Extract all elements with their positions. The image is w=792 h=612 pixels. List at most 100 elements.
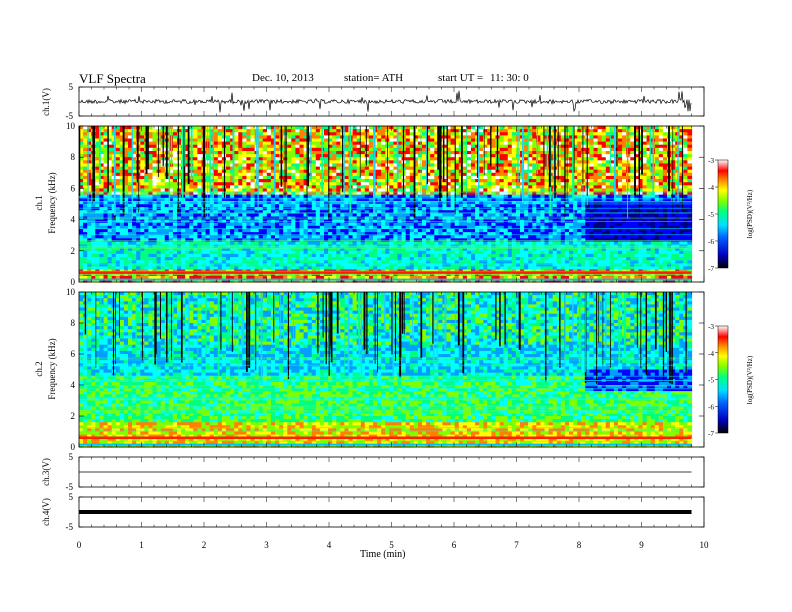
- ch1-spectrogram-cell: [197, 138, 203, 143]
- ch1-spectrogram-cell: [217, 278, 223, 283]
- ch1-spectrogram-cell: [197, 166, 203, 171]
- ch1-spectrogram-cell: [185, 135, 190, 140]
- ch1-spectrogram-cell: [246, 247, 252, 252]
- ch1-spectrogram-cell: [91, 204, 96, 208]
- ch1-spectrogram-cell: [311, 179, 317, 183]
- ch1-spectrogram-cell: [119, 213, 125, 218]
- ch1-spectrogram-cell: [107, 266, 113, 271]
- ch1-spectrogram-cell: [160, 250, 166, 255]
- ch1-spectrogram-cell: [299, 241, 305, 246]
- ch1-spectrogram-cell: [213, 253, 219, 258]
- ch1-spectrogram-cell: [172, 266, 178, 271]
- ch1-spectrogram-cell: [156, 253, 162, 258]
- ch1-spectrogram-cell: [226, 182, 231, 186]
- ch1-spectrogram-cell: [217, 163, 223, 168]
- ch1-spectrogram-cell: [115, 175, 121, 180]
- ch1-spectrogram-cell: [238, 172, 243, 177]
- ch1-spectrogram-cell: [119, 197, 125, 202]
- ch1-spectrogram-cell: [189, 257, 194, 261]
- ch1-spectrogram-cell: [226, 185, 231, 189]
- ch1-spectrogram-cell: [242, 263, 247, 267]
- ch1-spectrogram-cell: [128, 213, 133, 218]
- ch1-spectrogram-cell: [434, 194, 439, 199]
- ch1-spectrogram-cell: [172, 163, 178, 168]
- ch1-spectrogram-cell: [132, 144, 137, 149]
- ch1-spectrogram-cell: [352, 147, 358, 152]
- ch1-spectrogram-cell: [352, 225, 358, 230]
- ch1-spectrogram-cell: [230, 241, 235, 246]
- ch1-spectrogram-cell: [172, 204, 178, 208]
- ch1-spectrogram-cell: [103, 141, 109, 146]
- ch1-spectrogram-cell: [107, 147, 113, 152]
- ch1-spectrogram-cell: [95, 257, 100, 261]
- ch1-spectrogram-cell: [156, 138, 162, 143]
- ch1-spectrogram-cell: [172, 210, 178, 214]
- ch1-spectrogram-cell: [197, 126, 203, 130]
- ch1-spectrogram-cell: [266, 257, 272, 261]
- ch1-spectrogram-cell: [185, 241, 190, 246]
- ch1-spectrogram-cell: [87, 207, 92, 211]
- ch1-spectrogram-cell: [197, 160, 203, 164]
- ch1-spectrogram-cell: [254, 194, 260, 199]
- ch1-spectrogram-cell: [299, 147, 305, 152]
- ch1-spectrogram-cell: [172, 154, 178, 158]
- ch1-spectrogram-cell: [123, 275, 129, 280]
- ch1-spectrogram-cell: [234, 188, 239, 193]
- ch1-spectrogram-cell: [107, 191, 113, 196]
- ch1-spectrogram-cell: [168, 263, 174, 267]
- ch1-spectrogram-cell: [226, 160, 231, 164]
- ch1-spectrogram-cell: [360, 210, 366, 214]
- ch1-spectrogram-cell: [193, 229, 198, 233]
- ch1-spectrogram-cell: [217, 191, 223, 196]
- ch1-spectrogram-cell: [140, 141, 145, 146]
- ch1-spectrogram-cell: [119, 135, 125, 140]
- ch1-spectrogram-cell: [79, 266, 84, 271]
- ch1-spectrogram-cell: [156, 235, 162, 239]
- ch1-spectrogram-cell: [87, 185, 92, 189]
- ch1-spectrogram-cell: [201, 225, 207, 230]
- ch1-spectrogram-cell: [115, 200, 121, 205]
- ch1-spectrogram-cell: [168, 225, 174, 230]
- ch1-spectrogram-cell: [209, 225, 215, 230]
- ch1-spectrogram-cell: [168, 182, 174, 186]
- ch1-spectrogram-cell: [266, 147, 272, 152]
- ch1-spectrogram-cell: [181, 278, 186, 283]
- ch1-spectrogram-cell: [107, 263, 113, 267]
- ch1-spectrogram-cell: [197, 204, 203, 208]
- ch1-spectrogram-cell: [368, 132, 374, 136]
- ch1-spectrogram-cell: [172, 182, 178, 186]
- ch1-spectrogram-cell: [238, 266, 243, 271]
- ch1-spectrogram-cell: [95, 229, 100, 233]
- ch1-spectrogram-cell: [83, 222, 88, 227]
- ch1-spectrogram-cell: [123, 154, 129, 158]
- ch1-spectrogram-cell: [226, 225, 231, 230]
- ch1-spectrogram-cell: [160, 204, 166, 208]
- ch1-spectrogram-cell: [160, 263, 166, 267]
- ch1-spectrogram-cell: [417, 163, 423, 168]
- ch1-spectrogram-cell: [462, 225, 468, 230]
- ch1-spectrogram-cell: [246, 169, 252, 174]
- ch1-spectrogram-cell: [254, 210, 260, 214]
- ch1-spectrogram-cell: [132, 210, 137, 214]
- ch1-spectrogram-cell: [270, 194, 276, 199]
- ch1-spectrogram-cell: [168, 266, 174, 271]
- ch1-spectrogram-cell: [234, 185, 239, 189]
- ch1-spectrogram-cell: [172, 257, 178, 261]
- ch1-spectrogram-cell: [221, 278, 227, 283]
- ch1-spectrogram-cell: [438, 241, 443, 246]
- ch1-spectrogram-cell: [144, 200, 149, 205]
- ch1-spectrogram-cell: [83, 132, 88, 136]
- ch1-spectrogram-cell: [164, 235, 170, 239]
- ch1-spectrogram-cell: [119, 188, 125, 193]
- ch1-spectrogram-cell: [426, 194, 431, 199]
- ch1-spectrogram-cell: [197, 182, 203, 186]
- ch1-spectrogram-cell: [128, 129, 133, 133]
- ch1-spectrogram-cell: [144, 247, 149, 252]
- ch1-spectrogram-cell: [238, 144, 243, 149]
- ch1-spectrogram-cell: [87, 235, 92, 239]
- ch1-spectrogram-cell: [136, 222, 141, 227]
- ch1-spectrogram-cell: [119, 225, 125, 230]
- ch1-spectrogram-cell: [197, 179, 203, 183]
- ch1-spectrogram-cell: [197, 129, 203, 133]
- ch1-spectrogram-cell: [230, 263, 235, 267]
